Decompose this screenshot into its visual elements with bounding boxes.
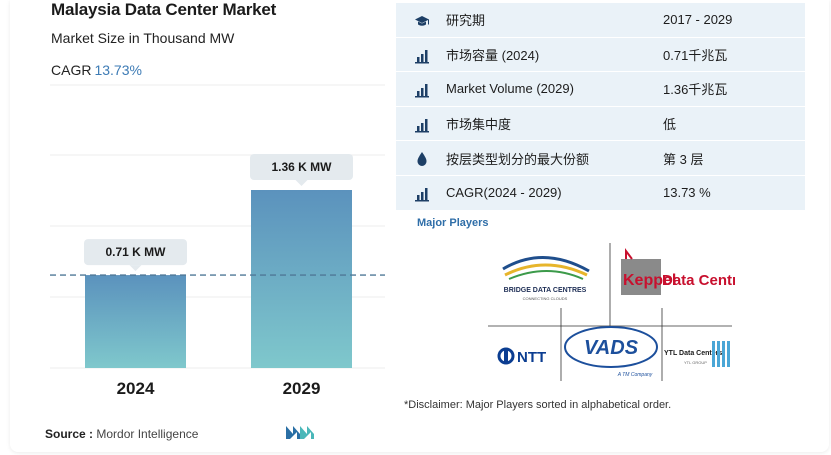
vads-sub: A TM Company [617,372,653,378]
ntt-logo: NTT [497,347,546,366]
stats-row: 市场容量 (2024) 0.71千兆瓦 [396,37,805,73]
bar-2024 [85,275,186,368]
stats-key: Market Volume (2029) [446,81,574,97]
bar-chart-icon [414,82,430,98]
bar-chart: 0.71 K MW 2024 1.36 K MW 2029 [50,84,385,398]
stats-row: 市场集中度 低 [396,106,805,142]
stats-row: Market Volume (2029) 1.36千兆瓦 [396,72,805,107]
stats-value: 1.36千兆瓦 [663,82,728,98]
vads-logo: VADS A TM Company [564,326,658,378]
bridge-data-centres-logo: BRIDGE DATA CENTRES CONNECTING CLOUDS [502,256,590,301]
data-label-box [250,154,353,180]
stats-value: 低 [663,117,677,133]
major-players-title: Major Players [417,217,489,229]
bar-2029 [251,190,352,368]
stats-row: 按层类型划分的最大份额 第 3 层 [396,141,805,176]
mordor-intelligence-logo [286,426,314,439]
stats-key: 按层类型划分的最大份额 [446,151,590,167]
ytl-sub: YTL GROUP [684,360,707,365]
stats-value: 2017 - 2029 [663,12,733,28]
ytl-name: YTL Data Centers [664,350,722,357]
ytl-logo: YTL Data Centers YTL GROUP [664,341,730,367]
stats-key: CAGR(2024 - 2029) [446,185,562,201]
cagr-value: 13.73% [94,62,142,78]
stats-key: 市场集中度 [446,117,512,133]
x-tick-label: 2029 [283,379,321,398]
data-label-pointer [129,265,142,272]
disclaimer-text: *Disclaimer: Major Players sorted in alp… [404,399,672,411]
page-title: Malaysia Data Center Market [51,0,277,19]
data-label: 0.71 K MW [105,245,166,259]
ntt-name: NTT [517,349,546,366]
cagr-summary: CAGR 13.73% [51,62,142,78]
x-tick-label: 2024 [117,379,155,398]
cagr-label: CAGR [51,62,92,78]
keppel-logo: Keppel Data Centres [621,248,735,295]
stats-key: 市场容量 (2024) [446,47,540,63]
chart-subtitle: Market Size in Thousand MW [51,30,235,46]
bar-chart-icon [414,48,430,64]
stats-row: 研究期 2017 - 2029 [396,3,805,38]
stats-value: 0.71千兆瓦 [663,47,728,63]
major-players-logos: BRIDGE DATA CENTRES CONNECTING CLOUDS Ke… [488,243,735,381]
bar-chart-icon [414,117,430,133]
keppel-name-a: Keppel [623,272,676,289]
stats-row: CAGR(2024 - 2029) 13.73 % [396,175,805,211]
vads-name: VADS [584,337,639,359]
stats-value: 第 3 层 [663,151,704,167]
bar-chart-icon [414,186,430,202]
data-label-pointer [295,180,308,186]
data-label: 1.36 K MW [271,160,332,174]
stats-value: 13.73 % [663,185,711,201]
bridge-tagline: CONNECTING CLOUDS [523,296,568,301]
source-text: Mordor Intelligence [96,427,199,441]
bridge-name: BRIDGE DATA CENTRES [504,287,587,294]
source-label: Source : [45,427,94,441]
keppel-name-b: Data Centres [662,272,735,289]
graduation-cap-icon [414,13,430,29]
data-label-box [84,239,187,266]
stats-table: 研究期 2017 - 2029 市场容量 (2024) 0.71千兆瓦 Market V… [396,3,805,211]
stats-key: 研究期 [446,13,486,29]
drop-icon [414,151,430,167]
source-note: Source : Mordor Intelligence [45,427,198,441]
